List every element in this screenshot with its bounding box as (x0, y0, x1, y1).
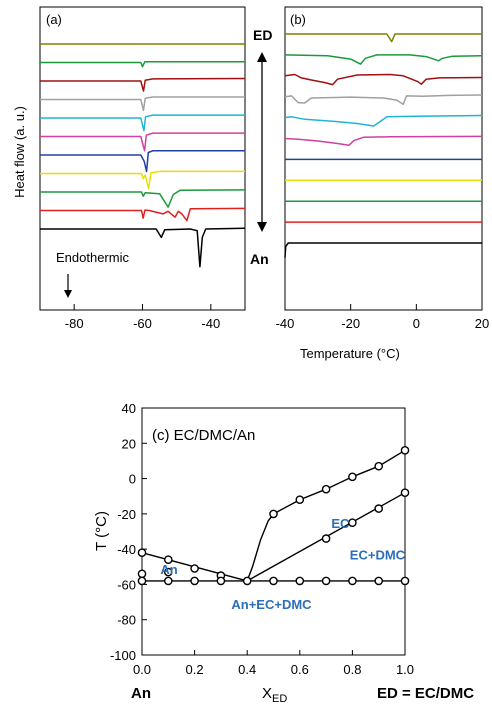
data-point (163, 567, 173, 577)
x-tick-label: -40 (276, 316, 295, 331)
y-tick-label: -60 (117, 577, 136, 592)
region-label: An+EC+DMC (231, 597, 312, 612)
panel-c-title: (c) EC/DMC/An (152, 427, 255, 444)
panel-a-series-group (40, 43, 246, 268)
x-tick-label: -40 (201, 316, 220, 331)
y-tick-label: -40 (117, 542, 136, 557)
y-tick-label: 0 (129, 472, 136, 487)
dsc-trace (284, 114, 483, 127)
data-point (374, 576, 384, 586)
panel-c-points (137, 445, 410, 586)
x-tick-label: 0.8 (343, 662, 361, 677)
data-point (321, 484, 331, 494)
side-label-ed: ED (253, 27, 272, 43)
x-tick-label: 1.0 (396, 662, 414, 677)
x-tick-label: -80 (65, 316, 84, 331)
panel-a-label: (a) (46, 12, 62, 27)
data-point (348, 472, 357, 482)
data-point (190, 564, 199, 573)
dsc-trace (40, 77, 246, 92)
y-tick-label: -100 (110, 648, 136, 663)
x-tick-label: -60 (133, 316, 152, 331)
endothermic-arrow (64, 274, 72, 298)
y-tick-label: -20 (117, 507, 136, 522)
x-axis-label-main: X (262, 685, 272, 702)
data-point (321, 534, 331, 543)
dsc-trace (40, 170, 245, 190)
y-tick-label: -80 (117, 613, 136, 628)
region-label: EC+DMC (350, 548, 406, 563)
data-point (400, 576, 410, 586)
dsc-trace (40, 132, 245, 152)
x-tick-label: -20 (341, 316, 360, 331)
data-point (321, 576, 331, 586)
x-tick-label: 0.2 (186, 662, 204, 677)
panel-b-label: (b) (290, 12, 306, 27)
phase-boundary-line (246, 449, 406, 582)
bottom-label-ed: ED = EC/DMC (377, 685, 474, 702)
dsc-trace (40, 227, 246, 268)
region-label: EC (331, 516, 350, 531)
x-tick-label: 0.6 (291, 662, 309, 677)
data-point (269, 509, 278, 519)
x-axis-label-subscript: ED (272, 693, 287, 705)
dsc-trace (40, 60, 245, 68)
x-tick-label: 0.4 (238, 662, 256, 677)
data-point (400, 488, 410, 498)
panel-c-frame (141, 407, 406, 656)
x-tick-label: 20 (475, 316, 489, 331)
data-point (295, 576, 305, 586)
y-axis-label-heat-flow: Heat flow (a. u.) (12, 106, 27, 198)
region-label: An (160, 562, 177, 577)
panel-a: (a) -80 -60 -40 Heat flow (a. u.) Endother… (12, 6, 246, 331)
dsc-trace (40, 114, 245, 132)
data-point (348, 518, 357, 528)
dsc-trace (40, 207, 246, 222)
y-tick-label: 40 (122, 401, 136, 416)
panel-c-region-labels: An EC EC+DMC An+EC+DMC (160, 516, 405, 612)
data-point (400, 445, 410, 455)
data-point (348, 576, 357, 586)
data-point (242, 576, 252, 586)
data-point (137, 548, 147, 558)
side-label-an: An (250, 251, 269, 267)
y-tick-label: 20 (122, 436, 136, 451)
data-point (163, 576, 173, 586)
x-tick-label: 0 (413, 316, 420, 331)
dsc-trace (284, 54, 483, 65)
bottom-label-an: An (131, 685, 151, 702)
x-axis-label-temperature: Temperature (°C) (300, 346, 400, 361)
ed-an-double-arrow (257, 52, 267, 232)
x-tick-label: 0.0 (133, 662, 151, 677)
panel-a-x-ticks: -80 -60 -40 (65, 304, 220, 331)
dsc-trace (284, 73, 483, 86)
panel-c-x-ticks: 0.0 0.2 0.4 0.6 0.8 1.0 (133, 650, 414, 677)
panel-b-series-group (284, 33, 483, 258)
data-point (269, 576, 278, 586)
panel-b-frame (284, 6, 483, 311)
dsc-trace (284, 242, 482, 258)
dsc-trace (284, 94, 483, 106)
panel-b: (b) -40 -20 0 20 ED An Temperature (°C) (250, 6, 489, 361)
data-point (374, 461, 384, 471)
data-point (216, 576, 226, 586)
data-point (374, 504, 384, 513)
dsc-trace (40, 150, 245, 173)
data-point (137, 576, 147, 586)
dsc-trace (284, 135, 483, 146)
data-point (137, 569, 147, 579)
endothermic-annotation: Endothermic (56, 250, 129, 265)
dsc-trace (40, 96, 245, 112)
dsc-trace (40, 189, 246, 208)
y-axis-label-temperature: T (°C) (93, 511, 110, 551)
data-point (295, 495, 305, 505)
panel-b-x-ticks: -40 -20 0 20 (276, 304, 489, 331)
panel-c: (c) EC/DMC/An 0.0 0.2 0.4 0.6 0.8 1.0 40 20 0 -2… (93, 401, 474, 705)
data-point (163, 555, 173, 565)
panel-c-y-ticks: 40 20 0 -20 -40 -60 -80 -100 (110, 401, 147, 663)
x-axis-label-xed: XED (262, 685, 287, 705)
data-point (190, 576, 199, 586)
dsc-trace (285, 33, 482, 43)
